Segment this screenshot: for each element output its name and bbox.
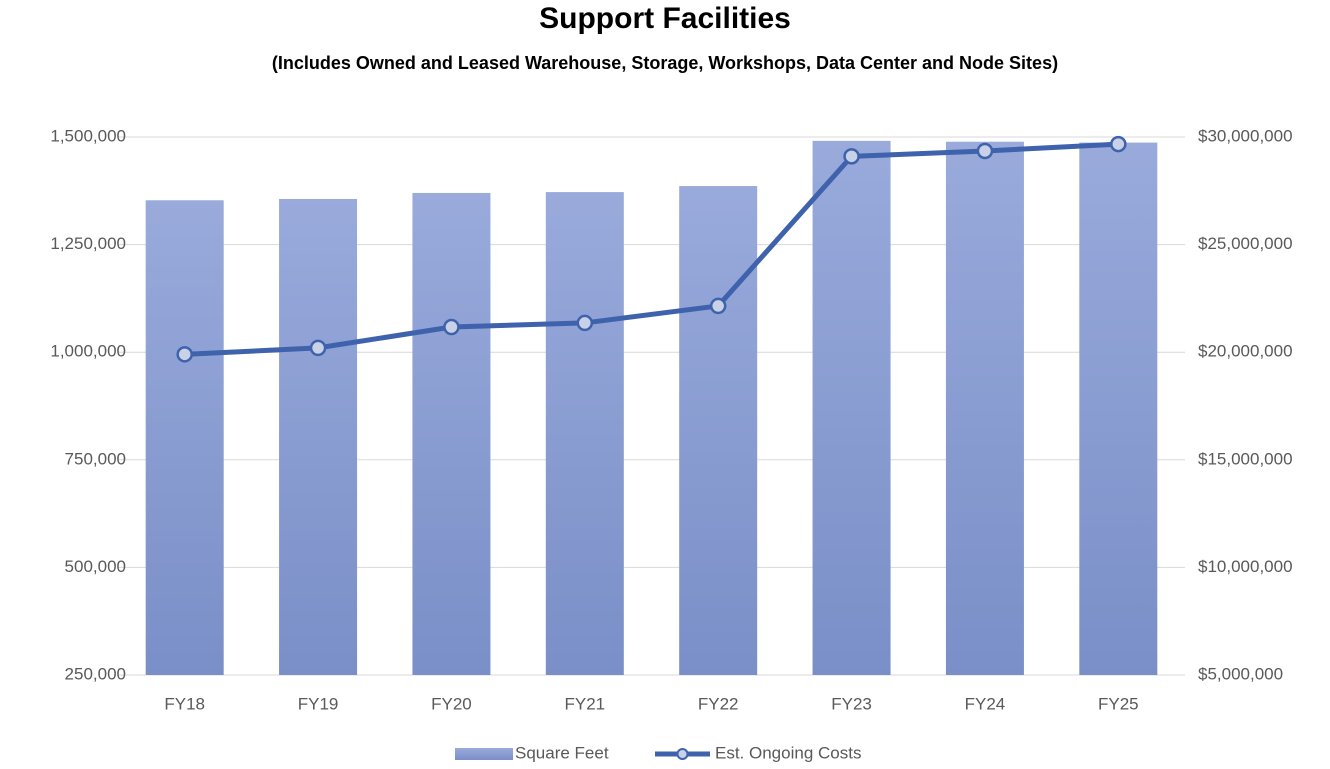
bar: [279, 198, 358, 675]
bar: [545, 192, 624, 676]
line: [184, 141, 1119, 357]
y-tick-label: 500,000: [65, 557, 126, 576]
y-tick-label: 1,500,000: [50, 126, 126, 145]
chart-title: Support Facilities: [539, 2, 791, 35]
y2-tick-label: $30,000,000: [1198, 126, 1293, 145]
y2-tick-label: $5,000,000: [1198, 664, 1283, 683]
bar: [812, 140, 891, 675]
x-tick-label: FY18: [164, 694, 205, 713]
line-marker: [709, 297, 727, 315]
line-marker: [176, 346, 193, 363]
x-tick-label: FY25: [1098, 694, 1139, 713]
x-tick-label: FY21: [564, 694, 605, 713]
bar: [1079, 142, 1158, 675]
line-marker: [843, 148, 860, 165]
chart-subtitle: (Includes Owned and Leased Warehouse, St…: [271, 53, 1059, 73]
y-tick-label: 1,000,000: [50, 342, 126, 361]
y-tick-label: 1,250,000: [50, 234, 126, 253]
x-tick-label: FY23: [831, 694, 872, 713]
x-tick-label: FY22: [698, 694, 739, 713]
legend-swatch: [455, 748, 513, 760]
y2-tick-label: $20,000,000: [1198, 342, 1293, 361]
bar: [945, 141, 1024, 676]
y2-tick-label: $15,000,000: [1198, 449, 1293, 468]
line-marker: [309, 339, 327, 357]
line-marker: [443, 318, 460, 336]
legend-marker: [676, 748, 689, 760]
line-marker: [1110, 135, 1127, 153]
bar: [412, 192, 491, 675]
x-tick-label: FY24: [965, 694, 1006, 713]
legend-label: Est. Ongoing Costs: [715, 743, 861, 762]
y-tick-label: 250,000: [65, 664, 126, 683]
y-tick-label: 750,000: [65, 449, 126, 468]
y2-tick-label: $25,000,000: [1198, 234, 1293, 253]
line-marker: [576, 314, 594, 332]
bar: [145, 200, 224, 675]
x-tick-label: FY19: [298, 694, 339, 713]
legend-label: Square Feet: [515, 743, 609, 762]
x-tick-label: FY20: [431, 694, 472, 713]
y2-tick-label: $10,000,000: [1198, 557, 1293, 576]
line-marker: [976, 142, 994, 160]
bar: [679, 186, 758, 675]
